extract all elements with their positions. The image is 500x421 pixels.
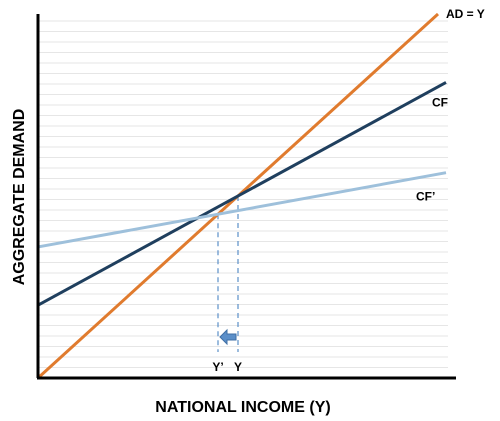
series-lines [36, 12, 447, 380]
x-axis-title: NATIONAL INCOME (Y) [155, 399, 330, 416]
series-label-1: CF [432, 95, 448, 109]
arrow-left-icon [219, 328, 237, 346]
series-label-0: AD = Y [446, 7, 485, 21]
shift-arrow [219, 328, 237, 346]
series-labels: AD = Y CF CF’ [416, 7, 485, 204]
series-line-2 [37, 171, 447, 249]
point-label-0: Y’ [212, 360, 223, 374]
dashed-guides [217, 196, 239, 352]
point-labels: Y’ Y [212, 360, 242, 374]
point-label-1: Y [234, 360, 242, 374]
series-line-1 [37, 81, 447, 307]
y-axis-title: AGGREGATE DEMAND [11, 109, 28, 286]
axes [36, 14, 456, 380]
series-label-2: CF’ [416, 190, 435, 204]
